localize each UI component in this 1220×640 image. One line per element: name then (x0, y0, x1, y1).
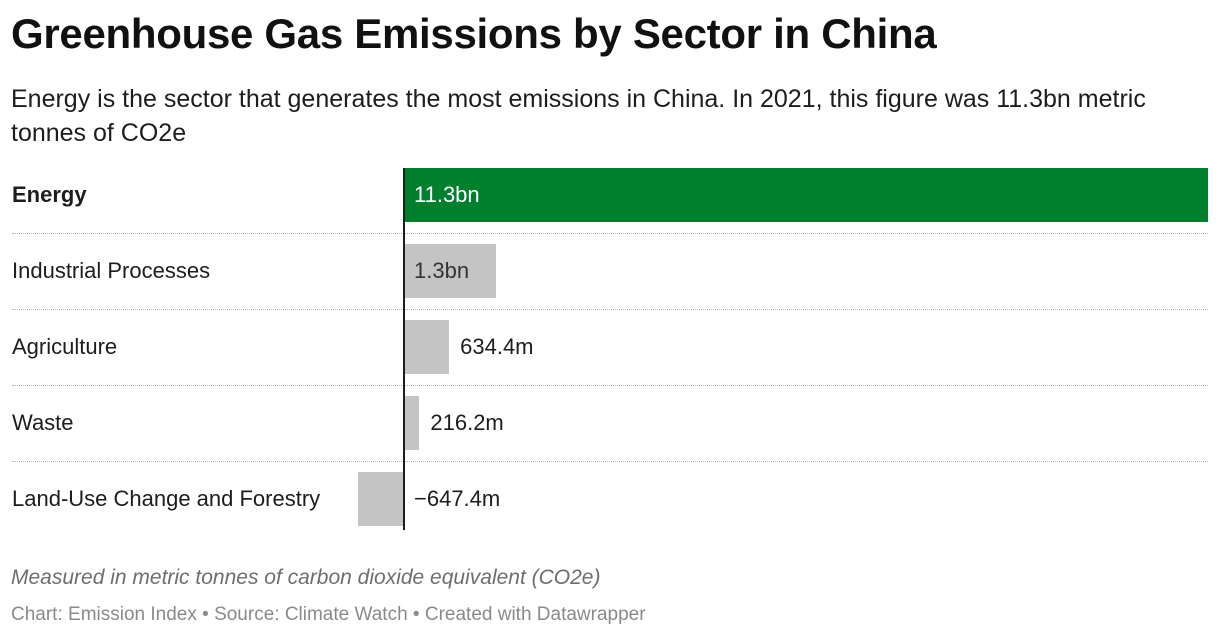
value-label: 11.3bn (414, 182, 480, 207)
bar-row: Energy 11.3bn (0, 168, 1220, 244)
row-divider (12, 309, 1208, 310)
zero-axis-line (403, 168, 405, 530)
bar-row: Waste 216.2m (0, 396, 1220, 472)
chart-title: Greenhouse Gas Emissions by Sector in Ch… (11, 10, 937, 57)
bar-row: Agriculture 634.4m (0, 320, 1220, 396)
value-label: 216.2m (430, 410, 504, 435)
bar (404, 168, 1208, 222)
bar (404, 320, 450, 374)
chart-subtitle: Energy is the sector that generates the … (11, 85, 1146, 147)
category-label: Energy (12, 182, 87, 207)
chart-footer: Chart: Emission Index • Source: Climate … (11, 604, 646, 625)
category-label: Waste (12, 410, 74, 435)
category-label: Industrial Processes (12, 258, 211, 283)
value-label: 1.3bn (414, 258, 470, 283)
bar (404, 396, 420, 450)
bar (357, 472, 404, 526)
bar-chart: Energy 11.3bn Industrial Processes 1.3bn Agr… (0, 168, 1220, 530)
category-label: Agriculture (12, 334, 118, 359)
row-divider (12, 233, 1208, 234)
value-label: 634.4m (460, 334, 534, 359)
row-divider (12, 461, 1208, 462)
bar (404, 244, 497, 298)
category-label: Land-Use Change and Forestry (12, 486, 321, 511)
value-label: −647.4m (414, 486, 501, 511)
chart-notes: Measured in metric tonnes of carbon diox… (11, 566, 601, 589)
row-divider (12, 385, 1208, 386)
bar-row: Land-Use Change and Forestry −647.4m (0, 472, 1220, 548)
bar-row: Industrial Processes 1.3bn (0, 244, 1220, 320)
